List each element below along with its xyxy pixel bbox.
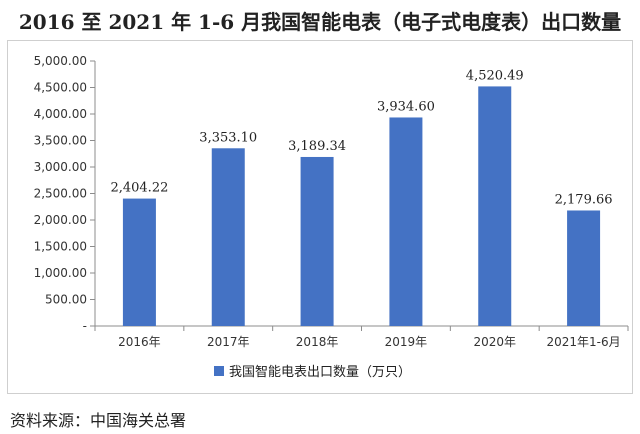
bar — [389, 117, 423, 326]
chart-area: - 500.00 1,000.00 1,500.00 2,000.00 2,500.00 3… — [7, 40, 633, 394]
y-tick-label: 3,000.00 — [34, 160, 87, 174]
y-tick-label: 3,500.00 — [34, 134, 87, 148]
source-note: 资料来源：中国海关总署 — [10, 411, 187, 430]
legend-label: 我国智能电表出口数量（万只） — [229, 365, 411, 380]
data-label: 4,520.49 — [466, 68, 524, 83]
x-tick-label: 2021年1-6月 — [547, 335, 621, 349]
data-label: 2,179.66 — [555, 192, 613, 207]
y-tick-label: 4,000.00 — [34, 107, 87, 121]
y-tick-label: 1,000.00 — [34, 266, 87, 280]
y-tick-label: 1,500.00 — [34, 240, 87, 254]
x-tick-label: 2019年 — [385, 335, 428, 349]
y-tick-label: 2,000.00 — [34, 213, 87, 227]
y-tick-label: 5,000.00 — [34, 54, 87, 68]
x-tick-label: 2020年 — [473, 335, 516, 349]
x-tick-label: 2018年 — [296, 335, 339, 349]
x-tick-label: 2017年 — [207, 335, 250, 349]
data-label: 3,189.34 — [288, 139, 346, 154]
bar — [300, 156, 334, 326]
bar — [211, 148, 245, 326]
bar — [478, 86, 512, 326]
bar — [567, 210, 601, 326]
data-label: 2,404.22 — [110, 181, 168, 196]
y-tick-label: 2,500.00 — [34, 187, 87, 201]
chart-title: 2016 至 2021 年 1-6 月我国智能电表（电子式电度表）出口数量 — [18, 10, 622, 34]
legend-swatch — [214, 366, 224, 376]
y-tick-label: 4,500.00 — [34, 81, 87, 95]
bar-chart: - 500.00 1,000.00 1,500.00 2,000.00 2,500.00 3… — [34, 54, 629, 380]
data-label: 3,934.60 — [377, 99, 435, 114]
y-tick-label: - — [83, 319, 87, 333]
x-tick-label: 2016年 — [118, 335, 161, 349]
bar — [122, 198, 156, 326]
data-label: 3,353.10 — [199, 130, 257, 145]
y-tick-label: 500.00 — [45, 293, 87, 307]
